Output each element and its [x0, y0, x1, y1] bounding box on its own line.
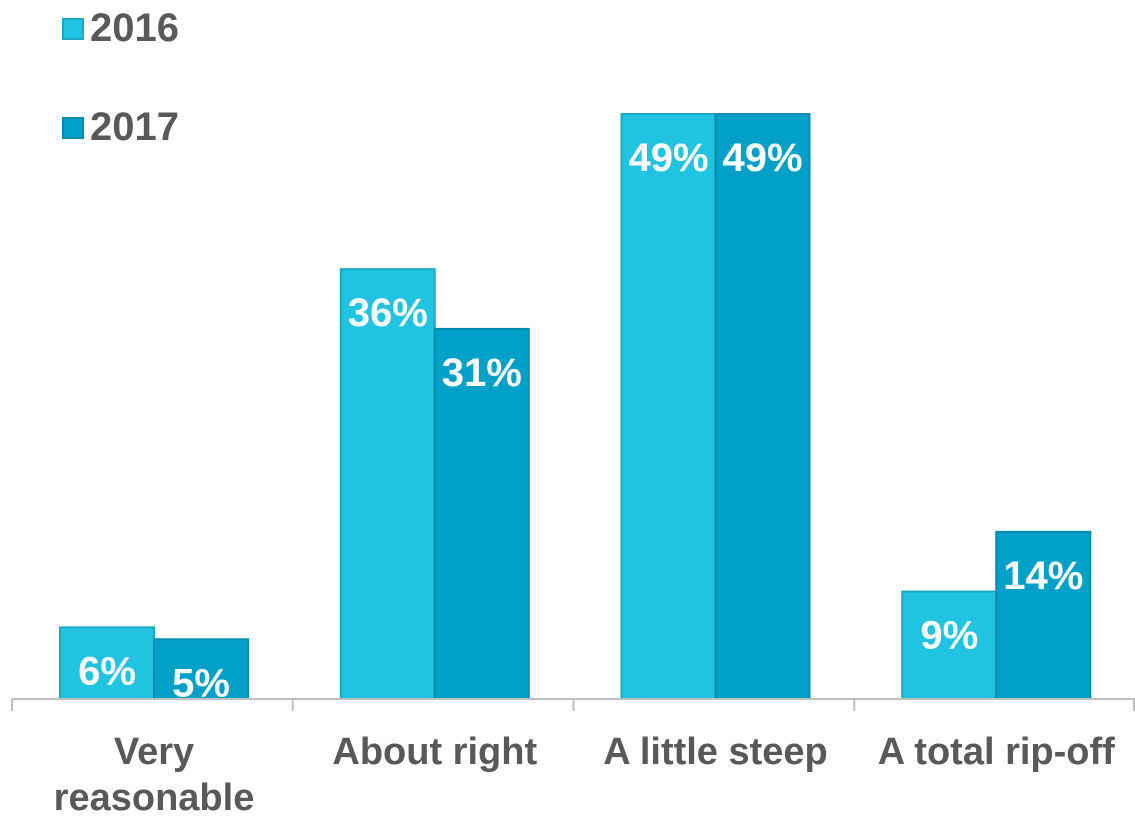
bar-label-2016-0: 6% [78, 649, 136, 693]
bar-2017-0 [153, 638, 249, 701]
category-label-2: A little steep [603, 731, 828, 773]
bar-2017-1 [433, 327, 530, 700]
bar-label-2017-2: 49% [722, 136, 802, 180]
bar-2016-2 [620, 113, 717, 700]
bar-label-2016-1: 36% [348, 291, 428, 335]
bar-label-2017-3: 14% [1003, 554, 1083, 598]
legend-label-2017: 2017 [90, 105, 179, 149]
category-label-1: About right [332, 731, 537, 773]
legend-label-2016: 2016 [90, 6, 179, 50]
category-label-line: reasonable [54, 777, 255, 819]
bar-label-2017-0: 5% [172, 661, 230, 705]
bar-label-2017-1: 31% [442, 351, 522, 395]
category-label-line: A total rip-off [878, 731, 1115, 773]
legend-swatch-2017 [62, 116, 84, 139]
legend-item-2017: 2017 [62, 105, 179, 150]
bar-2016-1 [339, 268, 436, 700]
legend-swatch-2016 [62, 17, 84, 40]
category-label-line: About right [332, 731, 537, 773]
bar-label-2016-3: 9% [920, 614, 978, 658]
legend-item-2016: 2016 [62, 6, 179, 51]
category-label-0: Very reasonable [54, 731, 255, 819]
category-label-line: Very [114, 731, 194, 773]
category-label-line: A little steep [603, 731, 828, 773]
category-label-3: A total rip-off [878, 731, 1115, 773]
bar-label-2016-2: 49% [628, 136, 708, 180]
bar-2017-2 [714, 113, 811, 700]
bar-2016-0 [59, 626, 155, 701]
